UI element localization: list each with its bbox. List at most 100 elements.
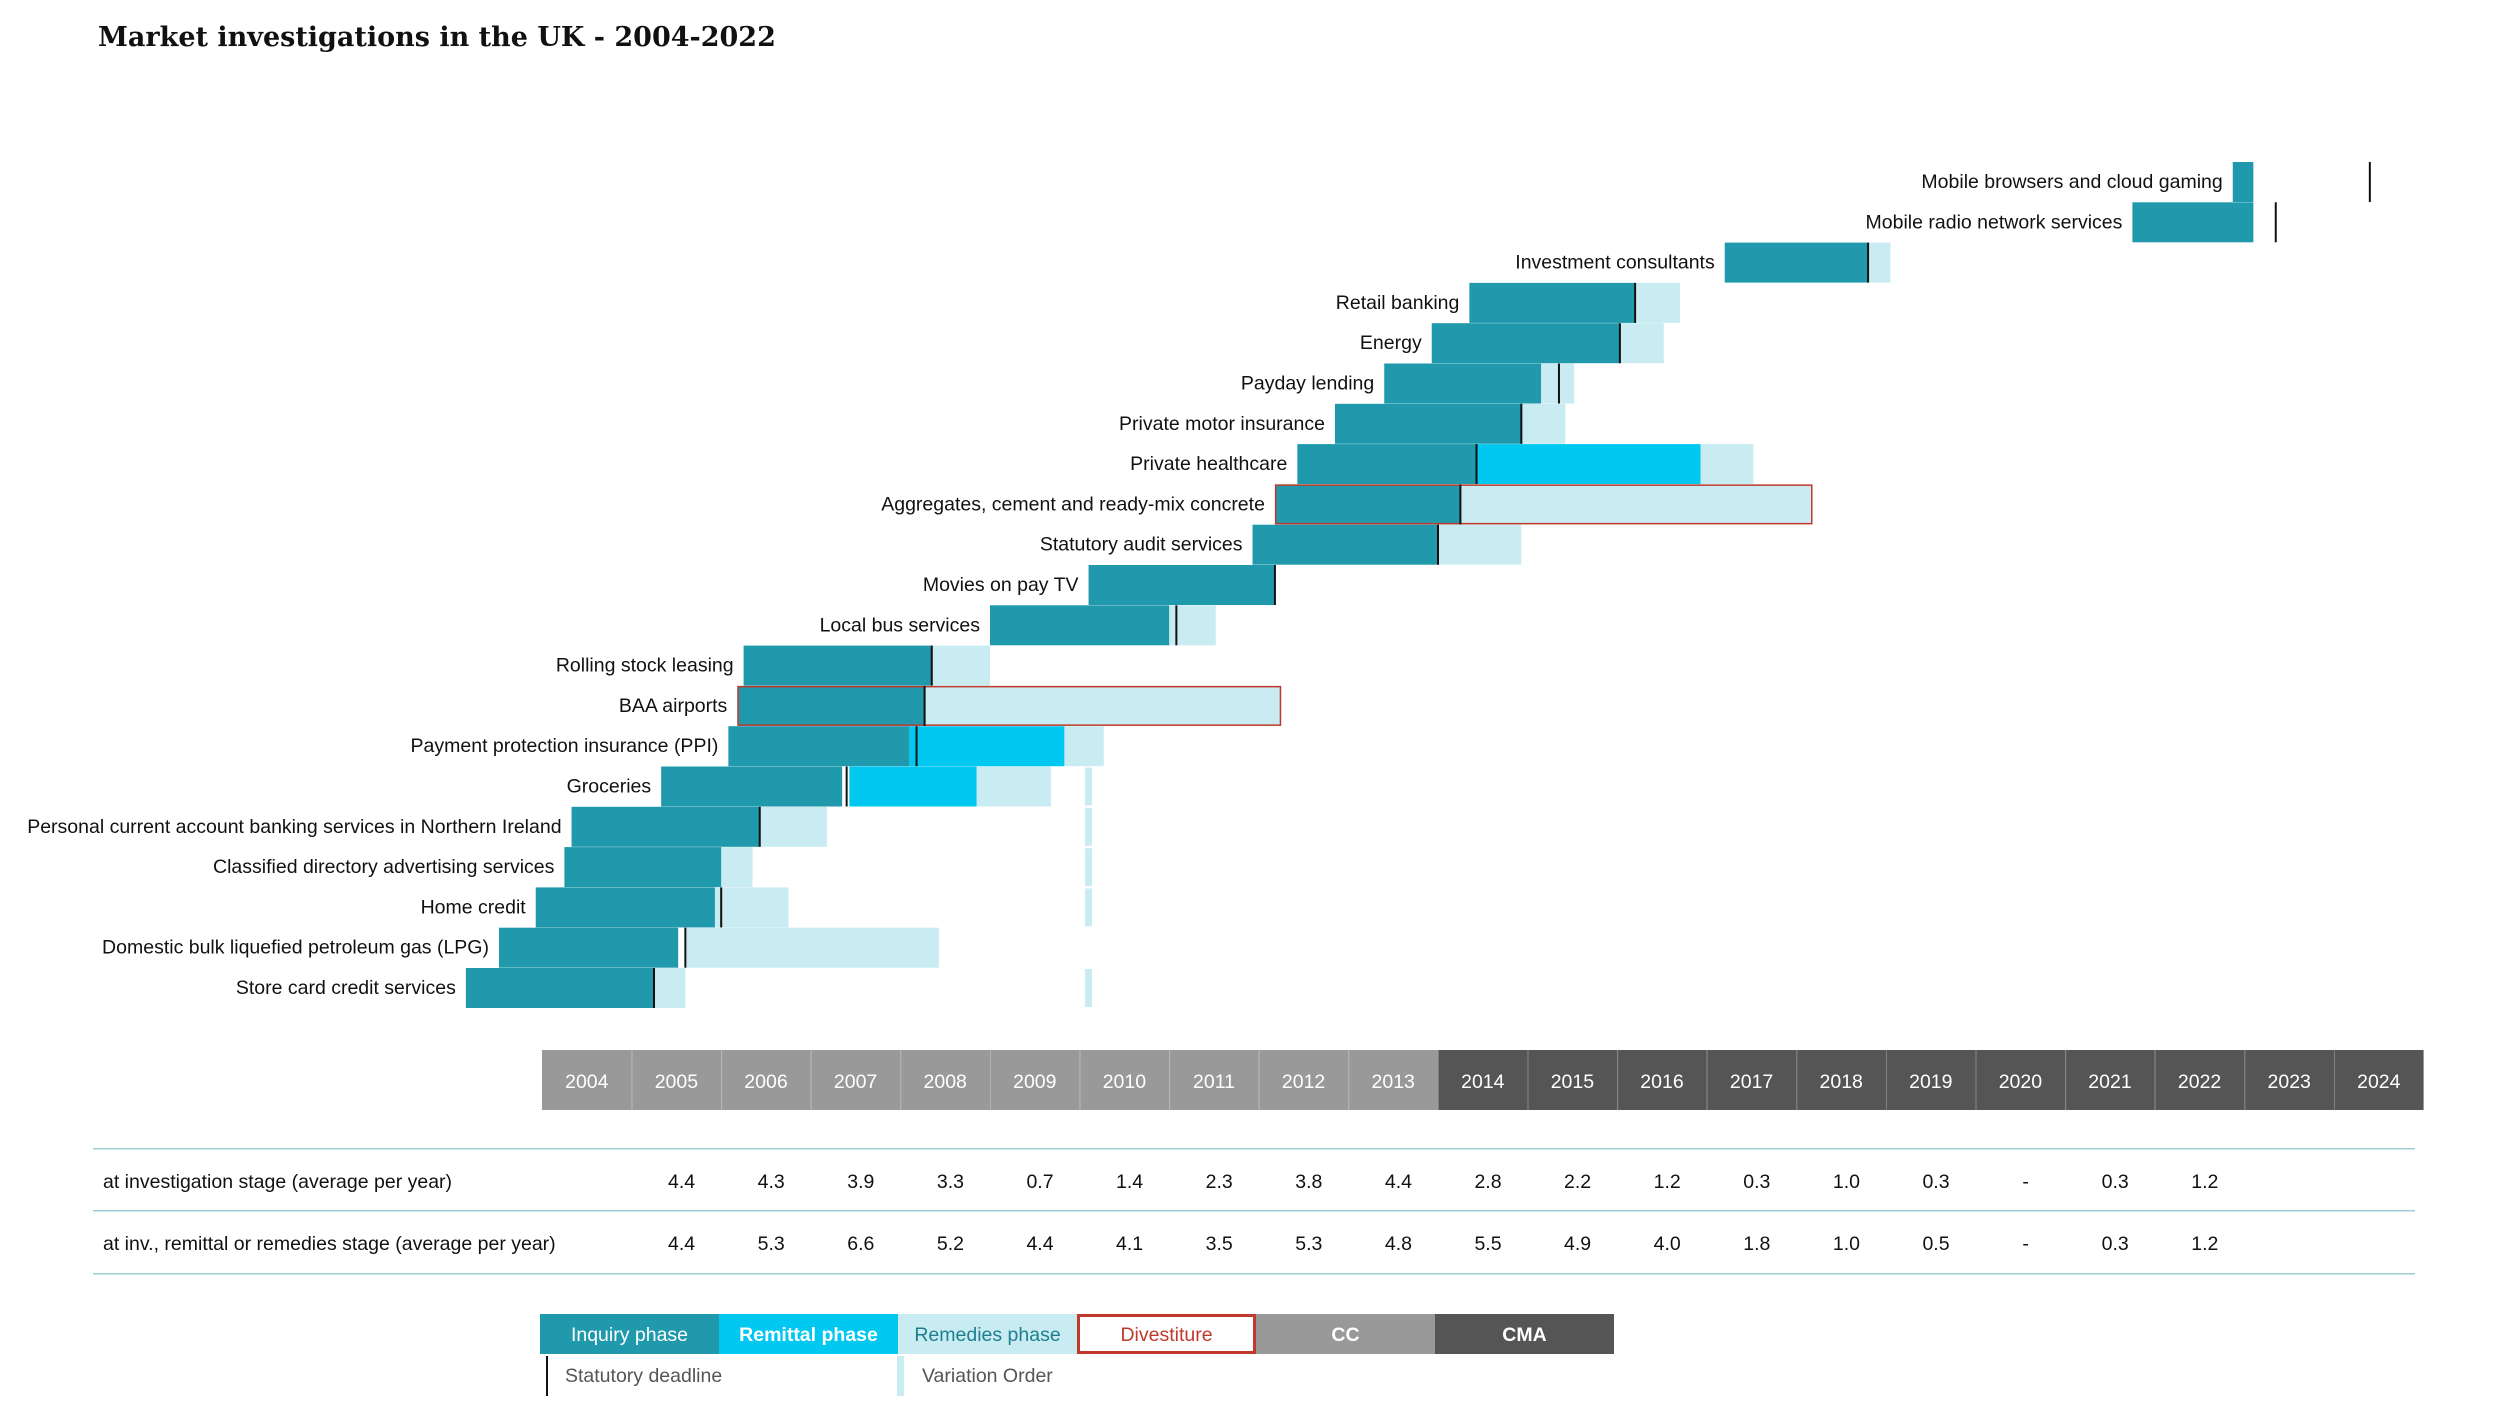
stats-cell: 4.4 xyxy=(1026,1233,1053,1255)
year-label: 2024 xyxy=(2357,1071,2401,1093)
investigation-label: Classified directory advertising service… xyxy=(213,856,555,878)
investigation-label: Mobile radio network services xyxy=(1866,211,2123,233)
year-divider xyxy=(1258,1050,1260,1110)
remedies-bar xyxy=(976,766,1051,807)
inquiry-bar xyxy=(1384,363,1542,404)
inquiry-bar xyxy=(2132,202,2254,243)
legend-cma-swatch xyxy=(1435,1314,1614,1354)
investigation-label: Statutory audit services xyxy=(1040,534,1243,556)
legend-deadline-marker xyxy=(546,1356,548,1396)
legend: Inquiry phase Remittal phase Remedies phas… xyxy=(540,1314,1614,1396)
investigation-row: Investment consultants xyxy=(1515,242,1891,283)
inquiry-bar xyxy=(743,645,932,686)
investigation-label: Personal current account banking service… xyxy=(27,816,561,838)
investigation-label: Groceries xyxy=(567,776,652,798)
year-label: 2010 xyxy=(1103,1071,1147,1093)
statutory-deadline-marker xyxy=(1459,484,1462,525)
year-cell xyxy=(721,1050,811,1110)
legend-inquiry-label: Inquiry phase xyxy=(571,1324,688,1346)
investigation-row: Payday lending xyxy=(1241,363,1575,404)
investigation-row: Rolling stock leasing xyxy=(556,645,990,686)
remedies-bar xyxy=(1541,363,1575,404)
legend-remittal-swatch xyxy=(719,1314,898,1354)
year-cell xyxy=(2154,1050,2245,1110)
year-label: 2007 xyxy=(834,1071,877,1093)
investigation-row: Retail banking xyxy=(1336,282,1680,323)
stats-cell: 5.5 xyxy=(1474,1233,1501,1255)
stats-cell: 1.0 xyxy=(1833,1233,1860,1255)
stats-cell: 6.6 xyxy=(847,1233,874,1255)
statutory-deadline-marker xyxy=(1475,444,1478,485)
stats-cell: 3.9 xyxy=(847,1171,874,1193)
remedies-bar xyxy=(1619,323,1664,364)
statutory-deadline-marker xyxy=(915,726,918,767)
inquiry-bar xyxy=(1334,403,1522,444)
year-label: 2005 xyxy=(655,1071,699,1093)
remedies-bar xyxy=(1521,403,1566,444)
stats-cell: 3.8 xyxy=(1295,1171,1322,1193)
investigation-row: Private motor insurance xyxy=(1119,403,1566,444)
year-cell xyxy=(1796,1050,1886,1110)
stats-cell: 2.8 xyxy=(1474,1171,1501,1193)
year-axis-band: 2004 2005 2006 2007 2008 2009 2010 2011 2012 2013… xyxy=(542,1050,2424,1110)
statutory-deadline-marker xyxy=(2368,162,2371,202)
legend-cma-label: CMA xyxy=(1502,1324,1546,1346)
divestiture-outline xyxy=(1274,484,1813,525)
variation-order-marker xyxy=(1085,767,1093,806)
remittal-bar xyxy=(1476,444,1701,485)
legend-divestiture-label: Divestiture xyxy=(1120,1324,1212,1346)
stats-table: at investigation stage (average per year… xyxy=(93,1148,2415,1275)
statutory-deadline-marker xyxy=(758,806,761,847)
year-divider xyxy=(900,1050,902,1110)
stats-cell: 0.7 xyxy=(1026,1171,1053,1193)
investigation-row: Energy xyxy=(1360,323,1664,364)
investigation-label: BAA airports xyxy=(619,695,728,717)
gantt-bars: Mobile browsers and cloud gaming Mobile r… xyxy=(27,162,2371,1008)
stats-cell: 4.1 xyxy=(1116,1233,1143,1255)
statutory-deadline-marker xyxy=(923,685,926,726)
year-label: 2020 xyxy=(1999,1071,2043,1093)
year-divider xyxy=(1796,1050,1798,1110)
year-cell xyxy=(990,1050,1080,1110)
inquiry-bar xyxy=(1469,282,1636,323)
investigation-label: Investment consultants xyxy=(1515,252,1715,274)
stats-cell: 0.5 xyxy=(1922,1233,1949,1255)
stats-cell: 4.4 xyxy=(668,1171,695,1193)
year-label: 2011 xyxy=(1193,1071,1235,1093)
statutory-deadline-marker xyxy=(1175,605,1178,646)
investigation-row: Local bus services xyxy=(820,605,1216,646)
remedies-bar xyxy=(1460,484,1813,525)
investigation-label: Payment protection insurance (PPI) xyxy=(411,735,719,757)
legend-inquiry-swatch xyxy=(540,1314,719,1354)
year-label: 2021 xyxy=(2088,1071,2131,1093)
variation-order-marker xyxy=(1085,848,1093,887)
remittal-bar xyxy=(849,766,977,807)
statutory-deadline-marker xyxy=(930,645,933,686)
stats-cell: 4.9 xyxy=(1564,1233,1591,1255)
statutory-deadline-marker xyxy=(1273,565,1276,605)
year-divider xyxy=(1886,1050,1887,1110)
table-rule xyxy=(93,1210,2415,1212)
investigation-row: Mobile radio network services xyxy=(1866,202,2277,243)
remedies-bar xyxy=(1868,242,1891,283)
investigation-label: Private healthcare xyxy=(1130,453,1287,475)
year-divider xyxy=(1169,1050,1171,1110)
year-cell xyxy=(1886,1050,1976,1110)
year-cell xyxy=(2334,1050,2424,1110)
year-cell xyxy=(631,1050,722,1110)
year-cell xyxy=(2244,1050,2334,1110)
year-divider xyxy=(1079,1050,1081,1110)
year-label: 2019 xyxy=(1909,1071,1952,1093)
investigation-label: Local bus services xyxy=(820,614,981,636)
stats-cell: 4.4 xyxy=(1385,1171,1412,1193)
year-cell xyxy=(1617,1050,1707,1110)
year-cell xyxy=(2065,1050,2155,1110)
year-divider xyxy=(2244,1050,2246,1110)
variation-order-marker xyxy=(1085,888,1093,927)
year-divider xyxy=(1706,1050,1708,1110)
remedies-bar xyxy=(721,847,753,888)
inquiry-bar xyxy=(571,806,760,847)
year-cell xyxy=(1348,1050,1438,1110)
inquiry-bar xyxy=(1274,484,1461,525)
statutory-deadline-marker xyxy=(1557,363,1560,404)
